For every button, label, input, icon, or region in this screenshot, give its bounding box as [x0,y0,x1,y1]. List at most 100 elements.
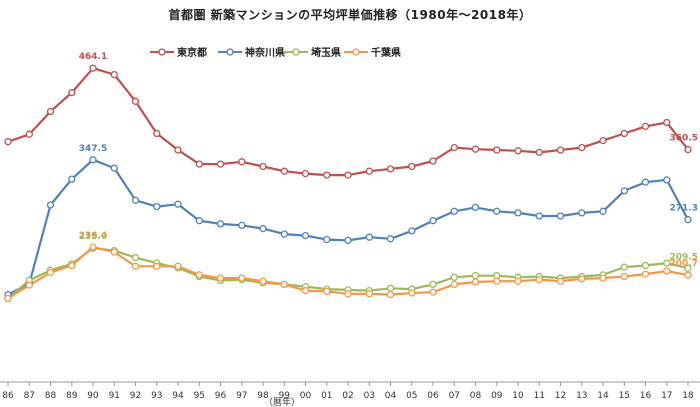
data-point [280,167,288,175]
data-point [493,277,501,285]
data-point [131,196,140,204]
x-tick-label: 10 [512,391,524,401]
data-point [365,167,373,175]
data-point [471,203,480,212]
data-label: 464.1 [79,52,107,62]
data-label: 200.7 [670,259,698,269]
data-label: 347.5 [79,144,107,154]
data-point [46,201,55,209]
data-point [684,145,692,154]
data-point [195,160,203,168]
legend-item-0: 東京都 [150,46,207,59]
data-point [450,273,458,281]
x-tick-label: 98 [257,391,269,401]
data-point [578,143,586,152]
data-point [344,290,352,298]
data-point [663,176,671,184]
data-point [216,220,225,228]
data-point [684,264,692,272]
data-point [216,160,225,168]
data-point [89,64,97,72]
data-point [556,146,565,154]
data-point [131,97,140,105]
series-line-1 [7,158,689,296]
x-tick-label: 01 [321,391,332,401]
x-tick-label: 92 [130,391,141,401]
data-point [663,267,671,275]
data-point [620,129,628,138]
data-point [153,202,161,211]
data-point [195,217,203,225]
x-tick-label: 13 [576,391,587,401]
data-point [301,286,310,295]
legend-item-2: 埼玉県 [284,46,341,59]
x-tick-label: 91 [109,391,120,401]
data-point [408,289,416,297]
data-point [68,88,76,97]
x-tick-label: 12 [555,391,566,401]
data-point [641,270,650,278]
x-tick-label: 00 [300,391,312,401]
data-point [216,274,225,282]
data-point [153,262,161,270]
data-point [641,178,650,186]
data-point [493,146,501,154]
data-point [386,165,395,173]
data-point [408,162,416,171]
data-point [344,171,352,179]
data-point [301,231,310,240]
data-point [471,278,480,286]
data-point [535,275,543,284]
data-point [663,259,671,267]
data-point [599,274,607,282]
legend-swatch-marker [352,48,360,56]
data-point [684,216,692,224]
data-point [259,162,267,171]
x-tick-label: 94 [172,391,184,401]
x-tick-label: 05 [406,391,417,401]
x-tick-label: 02 [342,391,353,401]
data-point [4,138,12,146]
data-point [599,207,607,215]
data-point [450,207,458,215]
data-point [386,290,395,299]
x-tick-label: 17 [661,391,672,401]
data-point [514,147,522,155]
data-point [471,145,480,153]
legend: 東京都 神奈川県 埼玉県 千葉県 [150,46,401,59]
data-label: 236.4 [79,231,107,241]
data-point [89,243,97,251]
data-point [259,277,267,285]
data-point [46,268,55,277]
data-point [684,271,692,279]
legend-label: 神奈川県 [245,46,285,59]
data-point [620,272,628,281]
data-point [25,130,33,138]
data-point [131,262,140,270]
data-point [641,122,650,131]
data-point [450,280,458,289]
data-point [408,227,416,235]
data-point [556,212,565,220]
data-point [174,200,182,208]
data-point [578,275,586,283]
data-point [514,209,522,217]
data-point [641,261,650,270]
data-point [429,288,437,296]
x-axis: 86 87 88 89 90 91 92 93 94 95 96 97 98 99 00 01 02 03 04 05… [0,381,700,407]
data-point [174,146,182,154]
x-tick-label: 08 [470,391,482,401]
data-point [493,207,501,215]
data-point [450,143,458,152]
data-point [365,290,373,298]
x-tick-label: 86 [2,391,14,401]
data-point [195,271,203,279]
series-line-0 [7,67,689,177]
data-point [344,236,352,245]
data-point [301,169,310,178]
data-point [25,281,33,289]
legend-item-1: 神奈川県 [218,46,285,59]
x-tick-label: 89 [66,391,78,401]
x-tick-label: 07 [449,391,460,401]
data-point [663,118,671,127]
